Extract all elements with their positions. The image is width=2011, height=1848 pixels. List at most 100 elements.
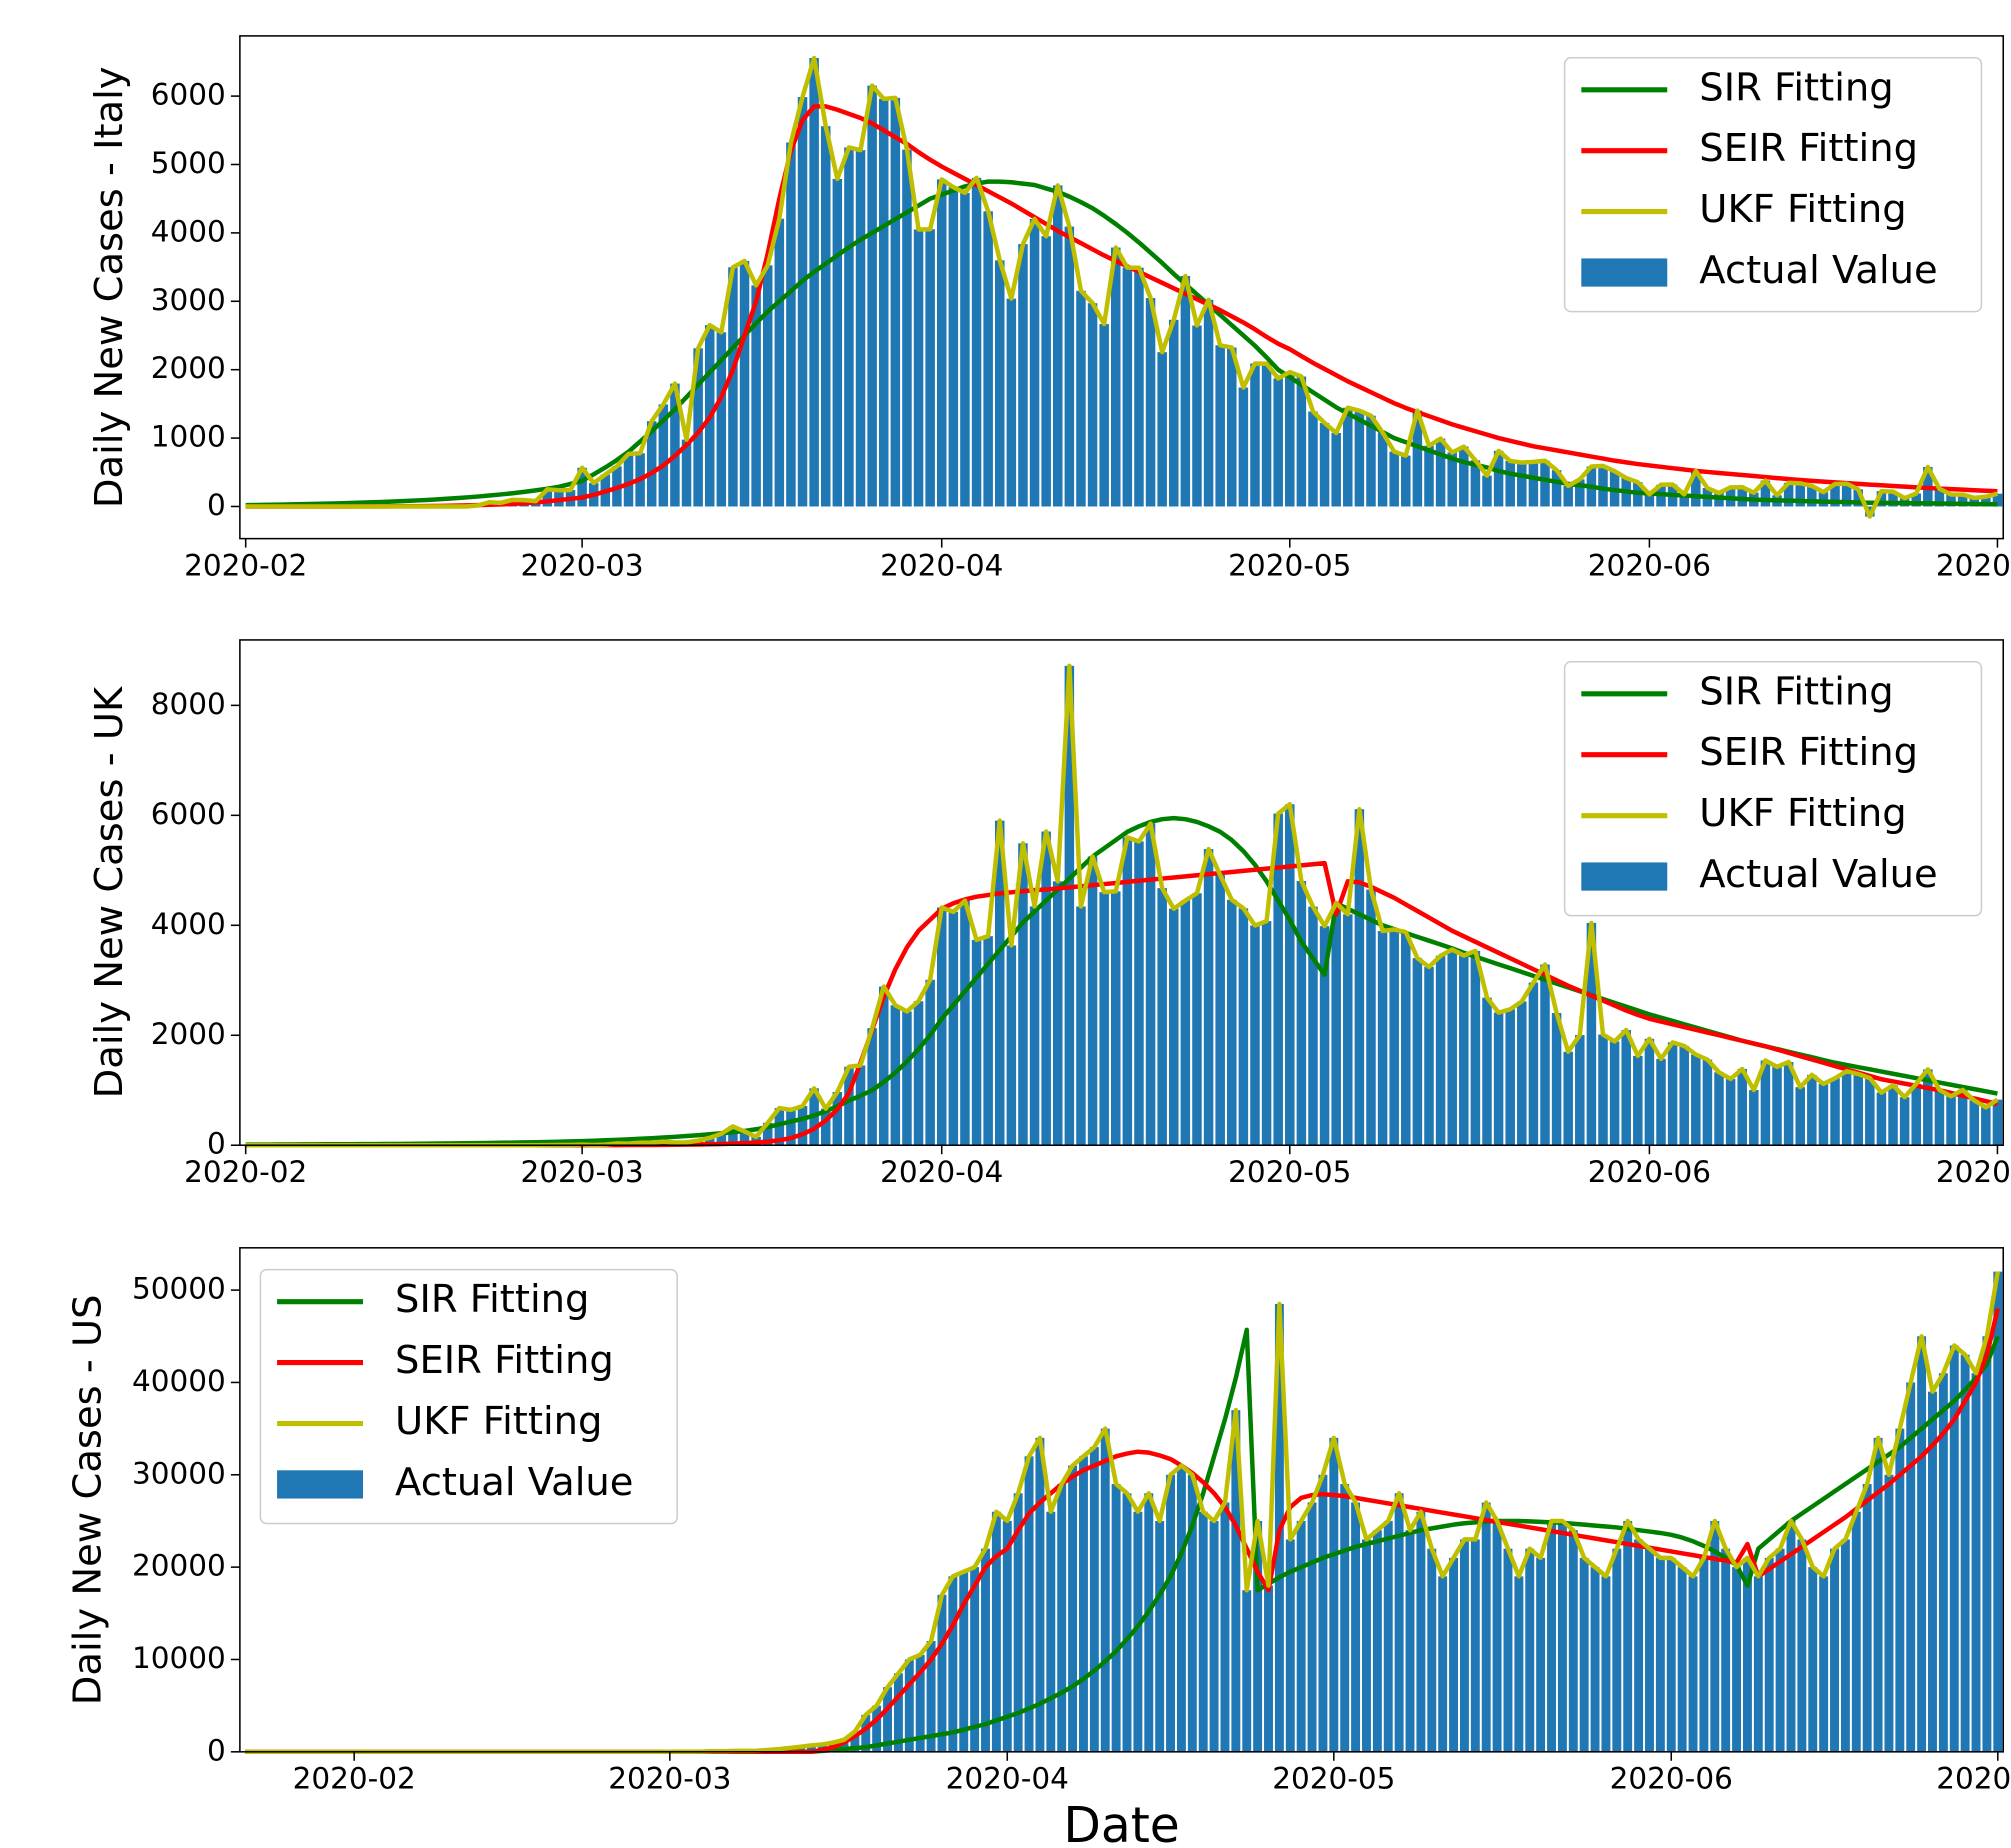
bar — [693, 348, 703, 507]
bar — [1575, 479, 1585, 507]
bar — [1307, 1502, 1317, 1752]
bar — [1018, 843, 1028, 1146]
y-tick-label: 3000 — [151, 283, 226, 317]
bar — [960, 900, 970, 1146]
bar — [948, 1576, 958, 1752]
bar — [1679, 1045, 1689, 1146]
bar — [1285, 372, 1295, 507]
bar — [981, 1548, 990, 1752]
bar — [1122, 267, 1133, 507]
bar — [1981, 496, 1991, 507]
bar — [1111, 891, 1121, 1146]
bar — [1068, 1465, 1078, 1752]
bar — [832, 178, 843, 507]
bar — [1099, 324, 1109, 507]
bar — [1250, 925, 1260, 1146]
bar — [1797, 1539, 1807, 1752]
legend-label: UKF Fitting — [1699, 187, 1906, 232]
y-tick-label: 10000 — [132, 1641, 226, 1675]
bar — [1732, 1567, 1742, 1752]
bar — [762, 265, 773, 507]
bar — [1459, 955, 1469, 1146]
legend: SIR Fitting SEIR Fitting UKF Fitting Actual… — [1563, 56, 1983, 313]
y-tick-label: 20000 — [132, 1549, 226, 1583]
x-tick-label: 2020-06 — [1610, 1762, 1733, 1796]
bar — [1198, 1511, 1208, 1752]
bar — [1841, 1071, 1852, 1146]
bar — [1691, 471, 1701, 507]
bar — [1319, 926, 1330, 1146]
bar — [1807, 1074, 1817, 1146]
bar — [1644, 1038, 1655, 1146]
bar — [1992, 493, 2003, 507]
bar — [1853, 1074, 1863, 1146]
bar — [1579, 1557, 1589, 1752]
bar — [913, 1001, 924, 1146]
x-tick-label: 2020-04 — [880, 548, 1003, 582]
bar — [1209, 1520, 1219, 1752]
bar — [937, 1594, 947, 1752]
bar — [1192, 893, 1202, 1146]
x-tick-label: 2020-06 — [1588, 548, 1711, 582]
bar — [1215, 875, 1225, 1146]
bar — [1598, 1034, 1608, 1146]
bar — [1710, 1520, 1720, 1752]
bar — [983, 936, 993, 1146]
bar — [1528, 461, 1539, 507]
bar — [1076, 906, 1086, 1146]
x-tick-label: 2020-07 — [1936, 1155, 2011, 1189]
bar — [1006, 945, 1017, 1146]
legend-label: Actual Value — [395, 1460, 633, 1505]
bar — [1853, 489, 1863, 507]
bar — [1598, 465, 1608, 507]
bar — [1389, 451, 1399, 507]
bar — [1601, 1576, 1611, 1752]
bar — [1192, 325, 1202, 507]
x-tick-label: 2020-05 — [1272, 1762, 1395, 1796]
y-tick-label: 4000 — [151, 907, 226, 941]
bar — [1264, 1585, 1273, 1752]
bar — [646, 421, 657, 507]
bar — [739, 1131, 750, 1146]
bar — [716, 1133, 727, 1146]
bar — [1416, 1511, 1426, 1752]
bar — [1551, 470, 1562, 507]
bar — [971, 939, 982, 1146]
bar — [1760, 1060, 1771, 1146]
bar — [1372, 1530, 1382, 1752]
bar — [1412, 958, 1423, 1146]
plot-frame — [239, 1247, 2005, 1753]
y-axis-label: Daily New Cases - UK — [87, 685, 132, 1098]
bar — [936, 179, 947, 507]
bar — [1331, 432, 1341, 507]
bar — [1691, 1054, 1701, 1146]
bar — [1938, 1373, 1948, 1752]
bar — [1775, 1548, 1785, 1752]
bar — [1035, 1437, 1045, 1752]
legend-box — [259, 1268, 678, 1525]
bar — [1041, 831, 1051, 1146]
bar — [1969, 1100, 1979, 1146]
bar — [1764, 1557, 1774, 1752]
bar — [1946, 1096, 1956, 1146]
y-tick-label: 2000 — [151, 351, 226, 385]
bar — [786, 1109, 796, 1146]
y-tick-label: 30000 — [132, 1456, 226, 1490]
bar — [1187, 1474, 1197, 1752]
bar — [960, 192, 970, 507]
bar — [1551, 1012, 1562, 1146]
y-tick-label: 8000 — [151, 687, 226, 721]
bar — [959, 1571, 969, 1752]
bar — [904, 1659, 914, 1752]
line-series — [245, 179, 1998, 508]
bar — [1482, 475, 1492, 507]
x-tick-label: 2020-03 — [521, 548, 644, 582]
bar — [1435, 438, 1446, 507]
bar — [797, 97, 808, 507]
bar — [1525, 1548, 1535, 1752]
bar — [1111, 247, 1121, 507]
bar — [1993, 1271, 2003, 1752]
bar — [1888, 491, 1898, 507]
bar — [1176, 1465, 1186, 1752]
